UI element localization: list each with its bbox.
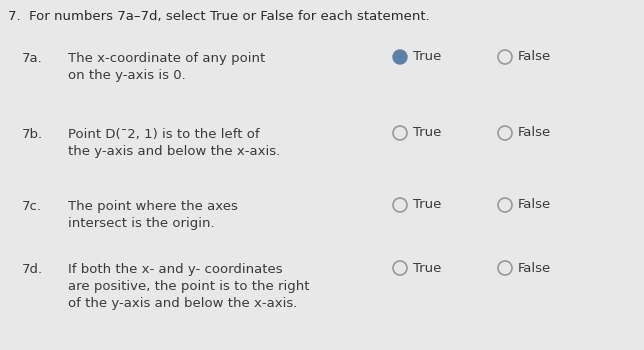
Text: False: False (518, 126, 551, 140)
Text: 7.  For numbers 7a–7d, select True or False for each statement.: 7. For numbers 7a–7d, select True or Fal… (8, 10, 430, 23)
Text: True: True (413, 50, 441, 63)
Text: The point where the axes: The point where the axes (68, 200, 238, 213)
Text: 7b.: 7b. (22, 128, 43, 141)
Text: True: True (413, 198, 441, 211)
Text: intersect is the origin.: intersect is the origin. (68, 217, 214, 230)
Text: The x-coordinate of any point: The x-coordinate of any point (68, 52, 265, 65)
Text: If both the x- and y- coordinates: If both the x- and y- coordinates (68, 263, 283, 276)
Text: of the y-axis and below the x-axis.: of the y-axis and below the x-axis. (68, 297, 298, 310)
Text: on the y-axis is 0.: on the y-axis is 0. (68, 69, 185, 82)
Text: False: False (518, 50, 551, 63)
Text: the y-axis and below the x-axis.: the y-axis and below the x-axis. (68, 145, 280, 158)
Text: True: True (413, 126, 441, 140)
Text: True: True (413, 261, 441, 274)
Text: 7c.: 7c. (22, 200, 42, 213)
Text: False: False (518, 261, 551, 274)
Circle shape (393, 50, 407, 64)
Text: Point D(¯2, 1) is to the left of: Point D(¯2, 1) is to the left of (68, 128, 260, 141)
Text: 7a.: 7a. (22, 52, 43, 65)
Text: False: False (518, 198, 551, 211)
Text: are positive, the point is to the right: are positive, the point is to the right (68, 280, 310, 293)
Text: 7d.: 7d. (22, 263, 43, 276)
